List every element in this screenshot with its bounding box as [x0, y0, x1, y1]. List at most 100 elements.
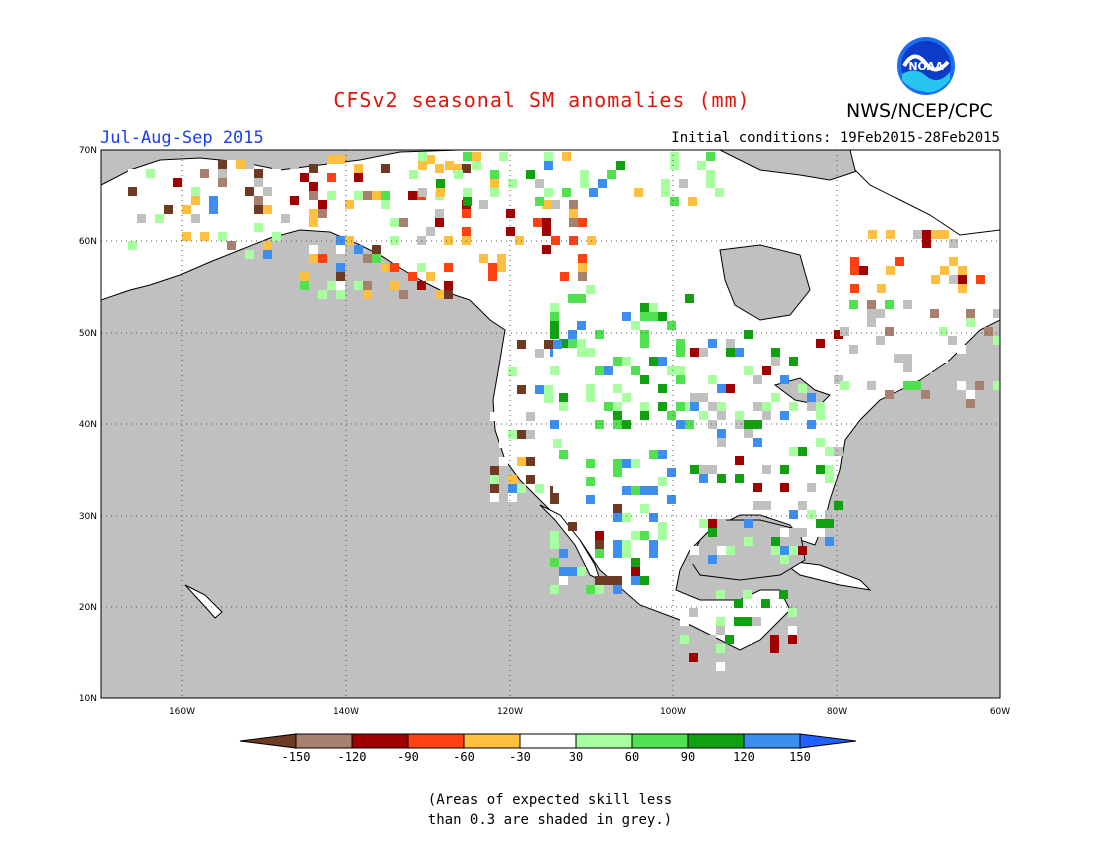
anomaly-cell — [578, 263, 587, 272]
anomaly-cell — [640, 576, 649, 585]
anomaly-cell — [409, 170, 418, 179]
anomaly-cell — [670, 197, 679, 206]
anomaly-cell — [550, 540, 559, 549]
anomaly-cell — [336, 236, 345, 245]
anomaly-cell — [966, 399, 975, 408]
anomaly-cell — [688, 188, 697, 197]
anomaly-cell — [825, 465, 834, 474]
anomaly-cell — [345, 272, 354, 281]
anomaly-cell — [771, 537, 780, 546]
legend-tick-label: 150 — [789, 750, 811, 764]
anomaly-cell — [734, 599, 743, 608]
anomaly-cell — [816, 402, 825, 411]
anomaly-cell — [789, 402, 798, 411]
legend-tick-label: -90 — [397, 750, 419, 764]
anomaly-cell — [931, 284, 940, 293]
anomaly-cell — [699, 546, 708, 555]
anomaly-cell — [931, 275, 940, 284]
anomaly-cell — [544, 403, 553, 412]
anomaly-cell — [479, 254, 488, 263]
anomaly-cell — [631, 558, 640, 567]
anomaly-cell — [771, 348, 780, 357]
anomaly-cell — [550, 321, 559, 330]
anomaly-cell — [580, 170, 589, 179]
anomaly-cell — [868, 230, 877, 239]
anomaly-cell — [658, 366, 667, 375]
anomaly-cell — [676, 402, 685, 411]
anomaly-cell — [957, 381, 966, 390]
anomaly-cell — [569, 209, 578, 218]
latitude-label: 40N — [79, 420, 97, 430]
anomaly-cell — [752, 617, 761, 626]
anomaly-cell — [435, 209, 444, 218]
anomaly-cell — [716, 617, 725, 626]
anomaly-cell — [309, 254, 318, 263]
anomaly-cell — [690, 402, 699, 411]
anomaly-cell — [577, 321, 586, 330]
anomaly-cell — [634, 188, 643, 197]
anomaly-cell — [372, 245, 381, 254]
anomaly-cell — [568, 522, 577, 531]
anomaly-cell — [508, 179, 517, 188]
legend-tick-label: 120 — [733, 750, 755, 764]
anomaly-cell — [309, 218, 318, 227]
anomaly-cell — [444, 182, 453, 191]
anomaly-cell — [834, 447, 843, 456]
anomaly-cell — [622, 312, 631, 321]
anomaly-cell — [631, 321, 640, 330]
anomaly-cell — [744, 420, 753, 429]
anomaly-cell — [445, 152, 454, 161]
anomaly-cell — [975, 381, 984, 390]
anomaly-cell — [559, 393, 568, 402]
anomaly-cell — [640, 303, 649, 312]
anomaly-cell — [435, 290, 444, 299]
anomaly-cell — [726, 339, 735, 348]
anomaly-cell — [690, 555, 699, 564]
anomaly-cell — [816, 528, 825, 537]
anomaly-cell — [345, 236, 354, 245]
anomaly-cell — [336, 263, 345, 272]
legend-tick-label: -30 — [509, 750, 531, 764]
anomaly-cell — [613, 585, 622, 594]
anomaly-cell — [490, 412, 499, 421]
anomaly-cell — [544, 385, 553, 394]
anomaly-cell — [200, 169, 209, 178]
anomaly-cell — [490, 349, 499, 358]
anomaly-cell — [550, 420, 559, 429]
anomaly-cell — [490, 170, 499, 179]
anomaly-cell — [717, 438, 726, 447]
anomaly-cell — [753, 483, 762, 492]
anomaly-cell — [595, 330, 604, 339]
anomaly-cell — [658, 393, 667, 402]
anomaly-cell — [930, 390, 939, 399]
anomaly-cell — [577, 294, 586, 303]
anomaly-cell — [894, 354, 903, 363]
anomaly-cell — [577, 477, 586, 486]
anomaly-cell — [903, 300, 912, 309]
anomaly-cell — [490, 484, 499, 493]
anomaly-cell — [957, 345, 966, 354]
anomaly-cell — [559, 567, 568, 576]
anomaly-cell — [816, 519, 825, 528]
anomaly-cell — [497, 263, 506, 272]
anomaly-cell — [658, 384, 667, 393]
anomaly-cell — [182, 205, 191, 214]
anomaly-cell — [363, 281, 372, 290]
anomaly-cell — [886, 266, 895, 275]
anomaly-cell — [679, 179, 688, 188]
anomaly-cell — [753, 375, 762, 384]
anomaly-cell — [490, 466, 499, 475]
anomaly-cell — [390, 200, 399, 209]
anomaly-cell — [939, 354, 948, 363]
anomaly-cell — [586, 393, 595, 402]
anomaly-cell — [577, 567, 586, 576]
anomaly-cell — [508, 484, 517, 493]
anomaly-cell — [191, 187, 200, 196]
anomaly-cell — [488, 263, 497, 272]
anomaly-cell — [595, 366, 604, 375]
anomaly-cell — [658, 312, 667, 321]
anomaly-cell — [735, 357, 744, 366]
anomaly-cell — [770, 644, 779, 653]
hawaii — [184, 584, 223, 619]
anomaly-cell — [717, 330, 726, 339]
